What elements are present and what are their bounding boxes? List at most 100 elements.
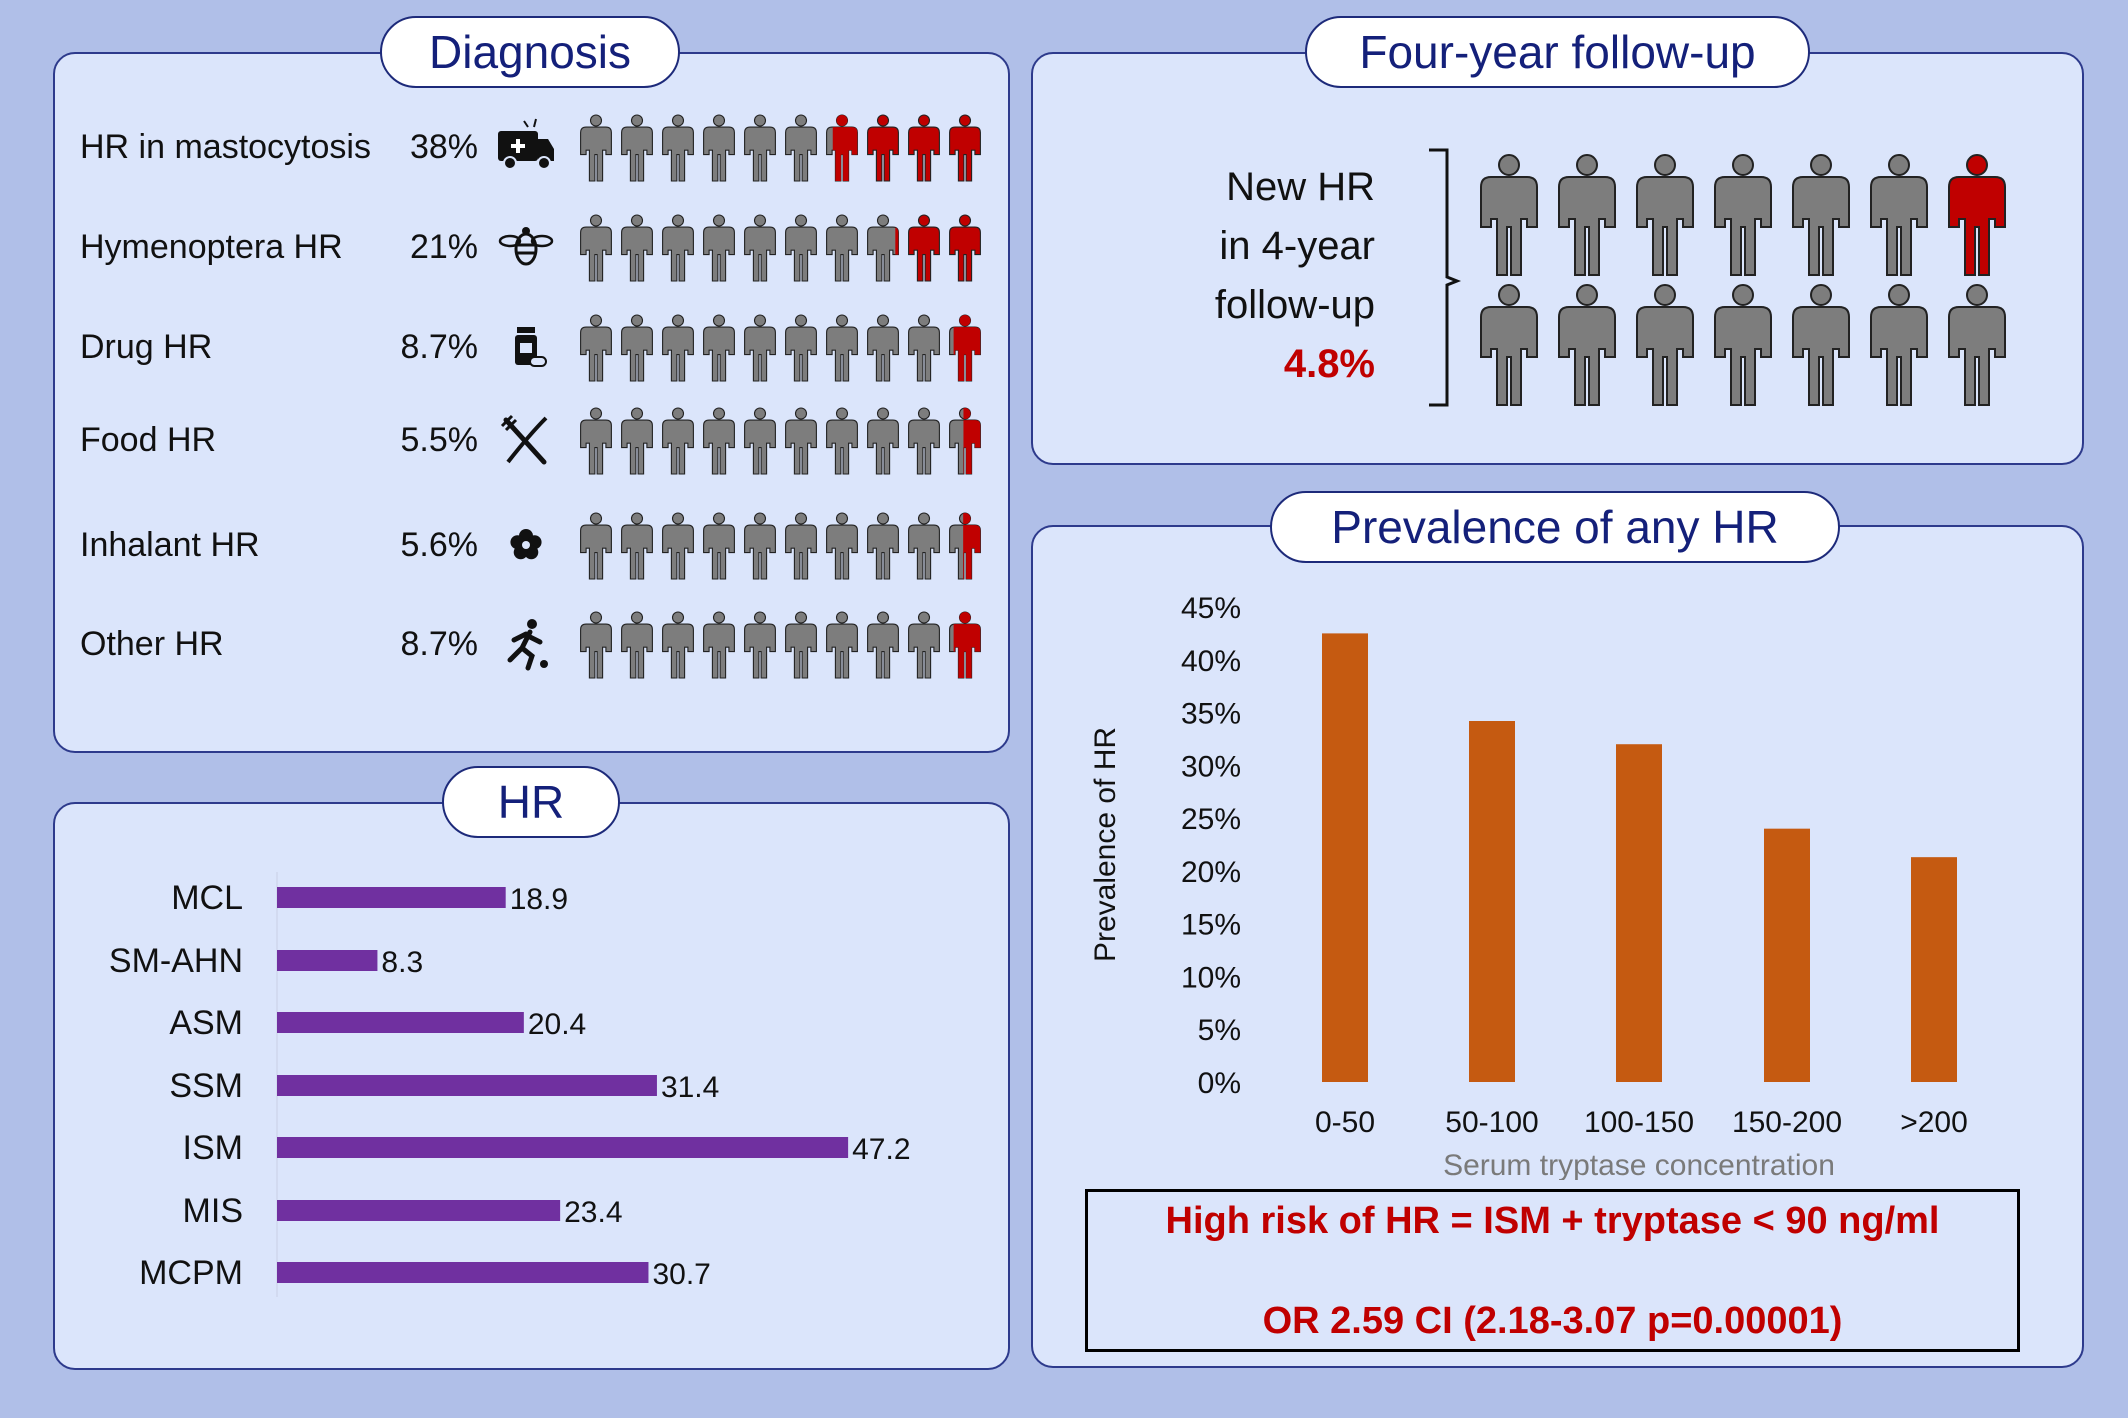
person-icon bbox=[1792, 284, 1850, 406]
person-icon bbox=[744, 512, 776, 580]
followup-line2: in 4-year bbox=[1219, 224, 1375, 268]
x-tick-label: >200 bbox=[1900, 1106, 1968, 1139]
person-icon bbox=[703, 314, 735, 382]
bar bbox=[277, 1200, 561, 1221]
category-label: ISM bbox=[183, 1129, 243, 1167]
flower-icon bbox=[510, 529, 542, 560]
person-icon bbox=[1714, 154, 1772, 276]
person-icon bbox=[785, 114, 817, 182]
person-icon bbox=[703, 407, 735, 475]
person-icon bbox=[621, 114, 653, 182]
ambulance-icon bbox=[498, 118, 554, 170]
hr-title: HR bbox=[442, 766, 620, 838]
person-icon bbox=[1870, 154, 1928, 276]
person-icon bbox=[867, 314, 899, 382]
bar bbox=[1469, 721, 1515, 1082]
diagnosis-rows: HR in mastocytosis 38% Hymenoptera HR 21% Dr… bbox=[80, 114, 981, 679]
bracket bbox=[1429, 148, 1462, 407]
person-icon bbox=[826, 512, 858, 580]
person-icon bbox=[621, 611, 653, 679]
person-icon bbox=[908, 407, 940, 475]
person-icon bbox=[744, 611, 776, 679]
person-icon bbox=[1792, 154, 1850, 276]
person-icon bbox=[785, 214, 817, 282]
y-tick-label: 0% bbox=[1198, 1067, 1241, 1100]
person-icon bbox=[867, 114, 899, 182]
y-tick-label: 10% bbox=[1181, 961, 1241, 994]
person-icon bbox=[908, 512, 940, 580]
person-icon bbox=[744, 407, 776, 475]
followup-people bbox=[1429, 148, 2006, 407]
person-icon bbox=[744, 214, 776, 282]
person-icon bbox=[580, 114, 612, 182]
category-label: ASM bbox=[169, 1004, 243, 1042]
running-person-icon bbox=[507, 619, 548, 671]
diagnosis-row: Inhalant HR 5.6% bbox=[80, 512, 981, 580]
person-icon bbox=[908, 114, 940, 182]
x-tick-label: 50-100 bbox=[1445, 1106, 1538, 1139]
diagnosis-row: Food HR 5.5% bbox=[80, 407, 981, 475]
person-icon bbox=[1480, 154, 1538, 276]
person-icon bbox=[1714, 284, 1772, 406]
y-axis-label: Prevalence of HR bbox=[1089, 727, 1122, 962]
person-icon bbox=[1948, 284, 2006, 406]
value-label: 18.9 bbox=[510, 883, 568, 916]
person-icon bbox=[785, 314, 817, 382]
person-icon bbox=[949, 407, 981, 475]
person-icon bbox=[621, 512, 653, 580]
diagnosis-row-name: HR in mastocytosis bbox=[80, 128, 371, 166]
value-label: 8.3 bbox=[381, 946, 423, 979]
person-icon bbox=[580, 611, 612, 679]
category-label: MIS bbox=[183, 1192, 243, 1230]
category-label: MCPM bbox=[139, 1254, 243, 1292]
pill-bottle-icon bbox=[515, 327, 547, 367]
person-icon bbox=[1558, 284, 1616, 406]
diagnosis-row-name: Food HR bbox=[80, 421, 216, 459]
diagnosis-row-name: Hymenoptera HR bbox=[80, 228, 343, 266]
diagnosis-row: Hymenoptera HR 21% bbox=[80, 214, 981, 282]
person-icon bbox=[949, 114, 981, 182]
value-label: 23.4 bbox=[564, 1196, 622, 1229]
diagnosis-title: Diagnosis bbox=[380, 16, 680, 88]
diagnosis-row-name: Other HR bbox=[80, 625, 224, 663]
person-icon bbox=[1948, 154, 2006, 276]
value-label: 20.4 bbox=[528, 1008, 586, 1041]
diagnosis-row-name: Inhalant HR bbox=[80, 526, 260, 564]
person-icon bbox=[580, 512, 612, 580]
person-icon bbox=[785, 512, 817, 580]
risk-line2: OR 2.59 CI (2.18-3.07 p=0.00001) bbox=[1262, 1300, 1843, 1342]
person-icon bbox=[908, 611, 940, 679]
y-tick-label: 35% bbox=[1181, 698, 1241, 731]
person-icon bbox=[662, 114, 694, 182]
person-icon bbox=[826, 114, 858, 182]
person-icon bbox=[826, 314, 858, 382]
followup-line1: New HR bbox=[1226, 165, 1375, 209]
person-icon bbox=[1636, 154, 1694, 276]
x-tick-label: 0-50 bbox=[1315, 1106, 1375, 1139]
person-icon bbox=[662, 214, 694, 282]
person-icon bbox=[908, 214, 940, 282]
person-icon bbox=[1636, 284, 1694, 406]
category-label: MCL bbox=[171, 879, 243, 917]
category-label: SSM bbox=[169, 1067, 243, 1105]
person-icon bbox=[703, 611, 735, 679]
bar bbox=[1616, 744, 1662, 1082]
diagnosis-row-pct: 38% bbox=[410, 128, 478, 166]
x-axis-label: Serum tryptase concentration bbox=[1443, 1149, 1835, 1180]
bar bbox=[1911, 857, 1957, 1082]
prevalence-bar-chart: 0% 5% 10% 15% 20% 25% 30% 35% 40% 45% Prevalence o… bbox=[1089, 592, 1968, 1180]
diagnosis-row-pct: 21% bbox=[410, 228, 478, 266]
person-icon bbox=[949, 611, 981, 679]
diagnosis-row: Drug HR 8.7% bbox=[80, 314, 981, 382]
risk-line1: High risk of HR = ISM + tryptase < 90 ng… bbox=[1165, 1200, 1940, 1242]
diagnosis-row-pct: 5.5% bbox=[401, 421, 479, 459]
person-icon bbox=[580, 214, 612, 282]
diagnosis-row: HR in mastocytosis 38% bbox=[80, 114, 981, 182]
y-tick-label: 15% bbox=[1181, 909, 1241, 942]
followup-title: Four-year follow-up bbox=[1305, 16, 1810, 88]
category-label: SM-AHN bbox=[109, 942, 243, 980]
person-icon bbox=[908, 314, 940, 382]
diagnosis-row-pct: 5.6% bbox=[401, 526, 479, 564]
person-icon bbox=[867, 611, 899, 679]
person-icon bbox=[580, 407, 612, 475]
